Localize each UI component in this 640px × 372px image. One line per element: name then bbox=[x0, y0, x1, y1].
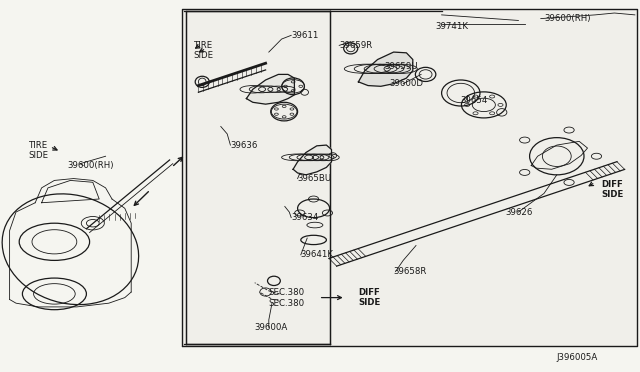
Text: 39641K: 39641K bbox=[301, 250, 334, 259]
Polygon shape bbox=[358, 52, 413, 86]
Polygon shape bbox=[246, 74, 294, 104]
Text: TIRE
SIDE: TIRE SIDE bbox=[193, 41, 214, 60]
Bar bbox=[182, 9, 637, 346]
Text: 39654: 39654 bbox=[461, 96, 488, 105]
Text: 39600D: 39600D bbox=[389, 79, 423, 88]
Text: 39659U: 39659U bbox=[384, 62, 418, 71]
Text: TIRE
SIDE: TIRE SIDE bbox=[28, 141, 49, 160]
Text: 39600(RH): 39600(RH) bbox=[67, 161, 114, 170]
Text: 39636: 39636 bbox=[230, 141, 258, 150]
Text: 39741K: 39741K bbox=[435, 22, 468, 31]
Text: DIFF
SIDE: DIFF SIDE bbox=[602, 180, 624, 199]
Text: 39611: 39611 bbox=[291, 31, 319, 40]
Text: 39600A: 39600A bbox=[255, 323, 288, 332]
Text: 3965BU: 3965BU bbox=[298, 174, 332, 183]
Text: SEC.380: SEC.380 bbox=[269, 299, 305, 308]
Text: J396005A: J396005A bbox=[557, 353, 598, 362]
Text: 39658R: 39658R bbox=[394, 267, 427, 276]
Text: 39600(RH): 39600(RH) bbox=[544, 14, 591, 23]
Text: 39626: 39626 bbox=[506, 208, 533, 217]
Text: SEC.380: SEC.380 bbox=[269, 288, 305, 296]
Polygon shape bbox=[293, 145, 332, 175]
Text: 39659R: 39659R bbox=[339, 41, 372, 50]
Text: DIFF
SIDE: DIFF SIDE bbox=[358, 288, 381, 307]
Text: 39634: 39634 bbox=[291, 213, 319, 222]
